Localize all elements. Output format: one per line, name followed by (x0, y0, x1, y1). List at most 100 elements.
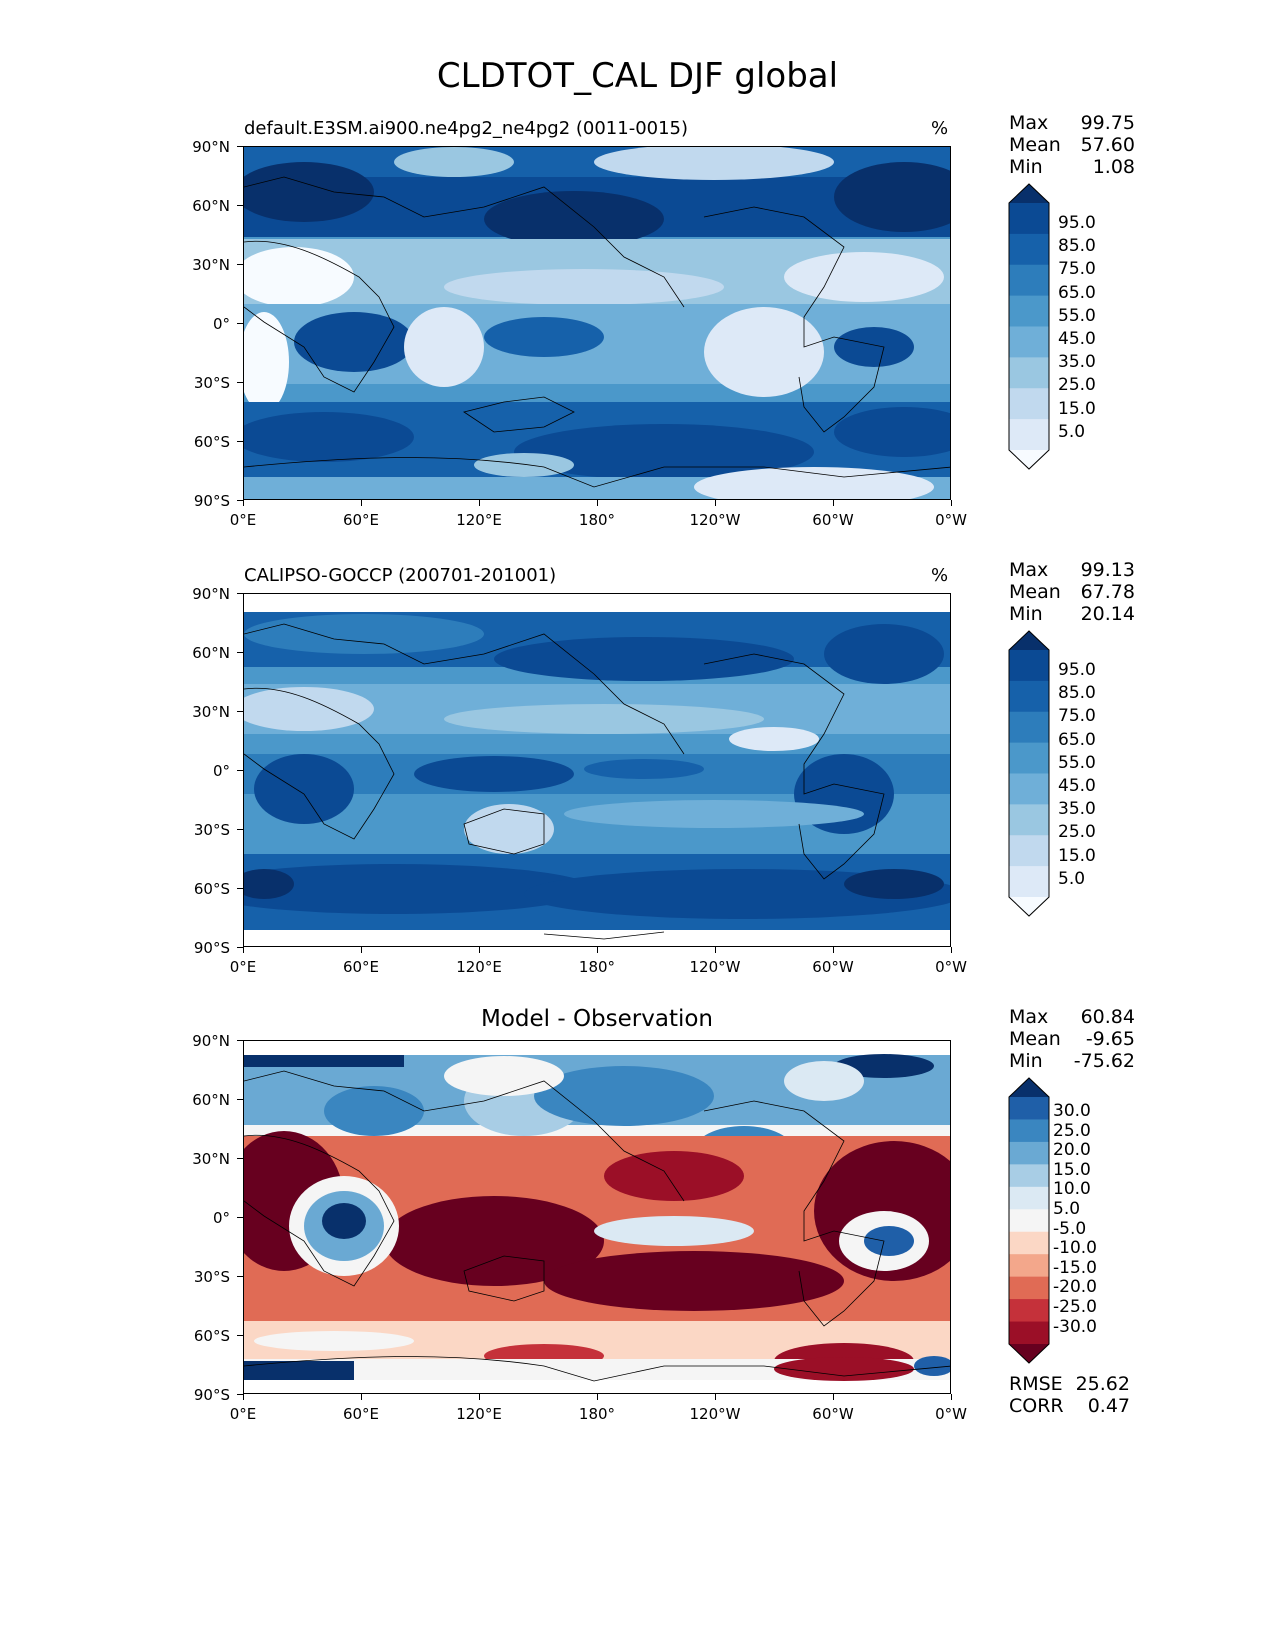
lat-tick-label: 30°S (193, 821, 230, 839)
lon-tick-label: 180° (578, 511, 616, 529)
figure-title: CLDTOT_CAL DJF global (436, 56, 839, 96)
lon-tick (597, 500, 598, 506)
colorbar-tick-label: 95.0 (1058, 660, 1096, 680)
colorbar-segment (1009, 650, 1049, 682)
lon-tick-label: 60°W (812, 1405, 854, 1423)
colorbar-tick-label: 85.0 (1058, 236, 1096, 257)
stat-value: 57.60 (1080, 134, 1135, 156)
lat-tick-label: 60°N (192, 644, 230, 662)
lat-tick-label: 30°N (192, 1150, 230, 1168)
lat-tick (237, 829, 243, 830)
lon-tick (243, 1394, 244, 1400)
lon-tick (479, 947, 480, 953)
lat-tick (237, 770, 243, 771)
lat-tick-label: 0° (212, 1209, 230, 1227)
stat-value: 67.78 (1080, 581, 1135, 603)
colorbar-segment (1009, 1119, 1049, 1143)
lon-tick-label: 0°E (229, 958, 257, 976)
colorbar-tick-label: 15.0 (1053, 1159, 1091, 1180)
colorbar-segment (1009, 419, 1049, 451)
colorbar-tick-label: 65.0 (1058, 729, 1096, 750)
lon-tick-label: 60°E (342, 1405, 380, 1423)
stat-label: Min (1009, 603, 1043, 625)
lat-tick-label: 30°S (193, 1268, 230, 1286)
colorbar-segment (1009, 1276, 1049, 1300)
lon-tick (361, 947, 362, 953)
colorbar-top-extension (1009, 631, 1049, 650)
colorbar-tick-label: 45.0 (1058, 329, 1096, 350)
lon-tick (479, 500, 480, 506)
colorbar-tick-label: 5.0 (1058, 868, 1086, 889)
stat-label: Max (1009, 1006, 1049, 1028)
colorbar-tick-label: 5.0 (1058, 421, 1086, 442)
lat-tick (237, 652, 243, 653)
colorbar-segment (1009, 357, 1049, 389)
lat-tick (237, 441, 243, 442)
colorbar-tick-label: 25.0 (1058, 822, 1096, 843)
lat-tick (237, 888, 243, 889)
lon-tick-label: 0°E (229, 511, 257, 529)
panel-1-title: default.E3SM.ai900.ne4pg2_ne4pg2 (0011-0… (244, 118, 689, 139)
colorbar-tick-label: -20.0 (1053, 1277, 1097, 1298)
lon-tick (833, 500, 834, 506)
colorbar-tick-label: 35.0 (1058, 799, 1096, 820)
stat-label: RMSE (1009, 1373, 1063, 1395)
stat-label: Min (1009, 156, 1043, 178)
lat-tick (237, 1335, 243, 1336)
colorbar-segment (1009, 388, 1049, 420)
colorbar-bottom-extension (1009, 450, 1049, 469)
stat-value: 99.13 (1080, 559, 1135, 581)
colorbar-segment (1009, 711, 1049, 744)
lat-tick-label: 60°S (193, 880, 230, 898)
lat-tick-label: 90°S (193, 1386, 230, 1404)
lat-tick-label: 60°S (193, 433, 230, 451)
colorbar-top-extension (1009, 184, 1049, 203)
lon-tick (951, 1394, 952, 1400)
lat-tick (237, 382, 243, 383)
panel-3-map (243, 1040, 951, 1394)
lat-tick (237, 593, 243, 594)
lon-tick-label: 180° (578, 1405, 616, 1423)
stat-label: CORR (1009, 1395, 1064, 1417)
lat-tick-label: 90°S (193, 492, 230, 510)
colorbar-tick-label: 95.0 (1058, 213, 1096, 233)
panel-2-map (243, 593, 951, 947)
stat-label: Max (1009, 112, 1049, 134)
colorbar-tick-label: 55.0 (1058, 752, 1096, 773)
lat-tick (237, 146, 243, 147)
colorbar-tick-label: -30.0 (1053, 1316, 1097, 1337)
lat-tick-label: 0° (212, 315, 230, 333)
lon-tick-label: 60°E (342, 511, 380, 529)
colorbar-tick-label: 25.0 (1053, 1120, 1091, 1141)
lon-tick-label: 0°W (935, 511, 967, 529)
colorbar-tick-label: -5.0 (1053, 1218, 1087, 1239)
lat-tick (237, 947, 243, 948)
colorbar-tick-label: 10.0 (1053, 1179, 1091, 1200)
colorbar-bottom-extension (1009, 1344, 1049, 1363)
panel-3-extra-stats: RMSE 25.62 CORR 0.47 (1009, 1373, 1130, 1417)
lon-tick (951, 500, 952, 506)
lon-tick (715, 500, 716, 506)
colorbar-segment (1009, 835, 1049, 867)
panel-3-title: Model - Observation (480, 1006, 714, 1032)
stat-label: Mean (1009, 134, 1061, 156)
lat-tick-label: 30°N (192, 703, 230, 721)
stat-label: Min (1009, 1050, 1043, 1072)
lon-tick-label: 0°W (935, 1405, 967, 1423)
colorbar-tick-label: 55.0 (1058, 305, 1096, 326)
lat-tick (237, 1158, 243, 1159)
colorbar-segment (1009, 773, 1049, 805)
stat-label: Mean (1009, 581, 1061, 603)
lat-tick-label: 30°S (193, 374, 230, 392)
colorbar-tick-label: 5.0 (1053, 1198, 1081, 1219)
colorbar-tick-label: 30.0 (1053, 1101, 1091, 1121)
colorbar-segment (1009, 1321, 1049, 1345)
lon-tick-label: 180° (578, 958, 616, 976)
colorbar-tick-label: 15.0 (1058, 845, 1096, 866)
lon-tick (597, 1394, 598, 1400)
colorbar-segment (1009, 804, 1049, 836)
lat-tick (237, 500, 243, 501)
colorbar-segment (1009, 326, 1049, 358)
colorbar-tick-label: 85.0 (1058, 683, 1096, 704)
lon-tick (361, 1394, 362, 1400)
